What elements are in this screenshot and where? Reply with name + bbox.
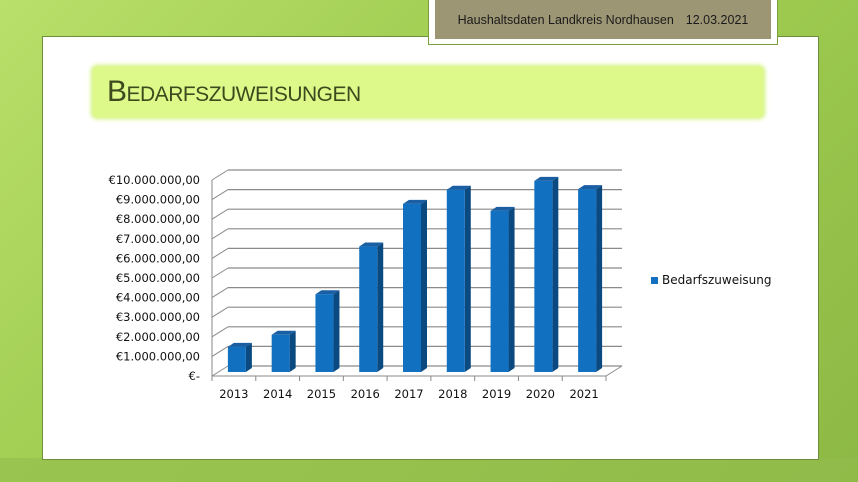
gridline-diagonal — [211, 267, 229, 279]
gridline-diagonal — [211, 287, 229, 299]
bar-top — [578, 185, 603, 190]
bar-side — [377, 242, 384, 372]
x-tick-label: 2017 — [394, 387, 423, 401]
bar-2016 — [359, 246, 378, 372]
bar-side — [333, 290, 340, 372]
gridline-diagonal — [211, 228, 229, 240]
x-tick-label: 2013 — [219, 387, 248, 401]
bar-top — [227, 342, 252, 347]
header-title: Haushaltsdaten Landkreis Nordhausen — [457, 12, 674, 27]
gridline-diagonal — [211, 247, 229, 259]
x-tick-label: 2019 — [482, 387, 511, 401]
bar-2020 — [534, 180, 553, 372]
bar-2021 — [578, 189, 597, 372]
legend-label: Bedarfszuweisung — [662, 273, 772, 287]
page-title: Bedarfszuweisungen — [107, 75, 361, 108]
y-tick-label: €6.000.000,00 — [116, 251, 200, 265]
bar-2017 — [403, 203, 421, 372]
gridline-diagonal — [211, 365, 229, 377]
y-tick-label: €3.000.000,00 — [116, 310, 200, 324]
chart-legend: Bedarfszuweisung — [651, 273, 772, 287]
gridline-diagonal — [211, 189, 229, 201]
bar-top — [403, 199, 427, 204]
x-tick-label: 2015 — [307, 387, 336, 401]
header-label: Haushaltsdaten Landkreis Nordhausen 12.0… — [435, 0, 771, 39]
x-tick-label: 2018 — [438, 387, 467, 401]
background-band — [0, 458, 858, 482]
x-tick-label: 2014 — [263, 387, 292, 401]
bar-side — [596, 185, 603, 372]
y-tick-label: €10.000.000,00 — [109, 173, 200, 187]
bar-side — [464, 185, 471, 372]
y-tick-label: €4.000.000,00 — [116, 291, 200, 305]
y-tick-label: €8.000.000,00 — [116, 212, 200, 226]
y-tick-label: €7.000.000,00 — [116, 232, 200, 246]
y-tick-label: €- — [189, 369, 200, 383]
bar-top — [446, 185, 471, 190]
bar-top — [315, 290, 340, 295]
gridline-diagonal — [211, 345, 229, 357]
gridline-diagonal — [211, 208, 229, 220]
y-tick-label: €5.000.000,00 — [116, 271, 200, 285]
y-tick-label: €9.000.000,00 — [116, 193, 200, 207]
bar-side — [508, 206, 515, 372]
bar-top — [490, 206, 515, 211]
gridline-diagonal — [211, 326, 229, 338]
bar-2018 — [446, 189, 465, 372]
bar-top — [271, 330, 296, 335]
bar-2014 — [271, 334, 290, 372]
header-date: 12.03.2021 — [685, 12, 749, 27]
bar-top — [359, 242, 384, 247]
header-box: Haushaltsdaten Landkreis Nordhausen 12.0… — [428, 0, 778, 45]
x-tick-label: 2021 — [569, 387, 598, 401]
x-tick-label: 2020 — [526, 387, 555, 401]
y-tick-label: €1.000.000,00 — [116, 349, 200, 363]
bar-top — [534, 176, 559, 181]
x-tick-label: 2016 — [351, 387, 380, 401]
bar-2015 — [315, 294, 334, 372]
gridline-diagonal — [211, 306, 229, 318]
legend-swatch-icon — [651, 276, 658, 284]
bar-side — [421, 199, 427, 372]
gridline-diagonal — [211, 169, 229, 181]
bar-side — [552, 176, 559, 372]
floor-edge — [605, 365, 623, 377]
bar-2013 — [227, 346, 246, 372]
title-bar: Bedarfszuweisungen — [93, 67, 763, 117]
bar-side — [245, 342, 252, 372]
bar-side — [289, 330, 296, 372]
bar-2019 — [490, 210, 509, 372]
y-tick-label: €2.000.000,00 — [116, 330, 200, 344]
